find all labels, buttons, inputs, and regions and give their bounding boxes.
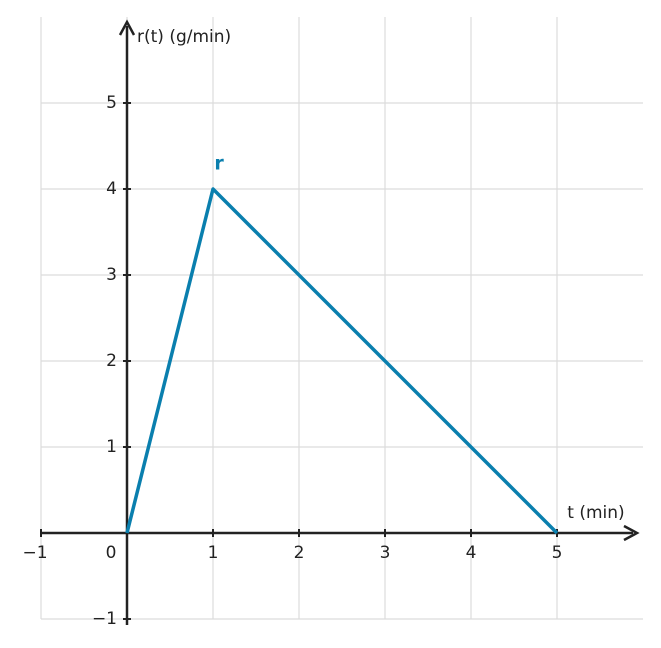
y-tick-label: 3 xyxy=(106,265,117,285)
y-tick-label: −1 xyxy=(92,609,117,629)
x-tick-label: −1 xyxy=(22,543,47,563)
x-tick-label: 4 xyxy=(466,543,477,563)
y-axis-label: r(t) (g/min) xyxy=(137,27,231,47)
x-axis-label: t (min) xyxy=(567,503,624,523)
x-arrow xyxy=(623,524,640,542)
grid xyxy=(40,17,643,620)
x-tick-label: 0 xyxy=(106,543,117,563)
series-label: r xyxy=(214,153,224,175)
x-tick-label: 3 xyxy=(380,543,391,563)
line-series xyxy=(125,187,559,535)
x-tick-label: 5 xyxy=(552,543,563,563)
y-arrow xyxy=(118,19,136,36)
y-tick-label: 2 xyxy=(106,351,117,371)
y-tick-label: 4 xyxy=(106,179,117,199)
x-tick-label: 1 xyxy=(208,543,219,563)
y-tick-label: 5 xyxy=(106,93,117,113)
x-tick-label: 2 xyxy=(294,543,305,563)
y-tick-label: 1 xyxy=(106,437,117,457)
